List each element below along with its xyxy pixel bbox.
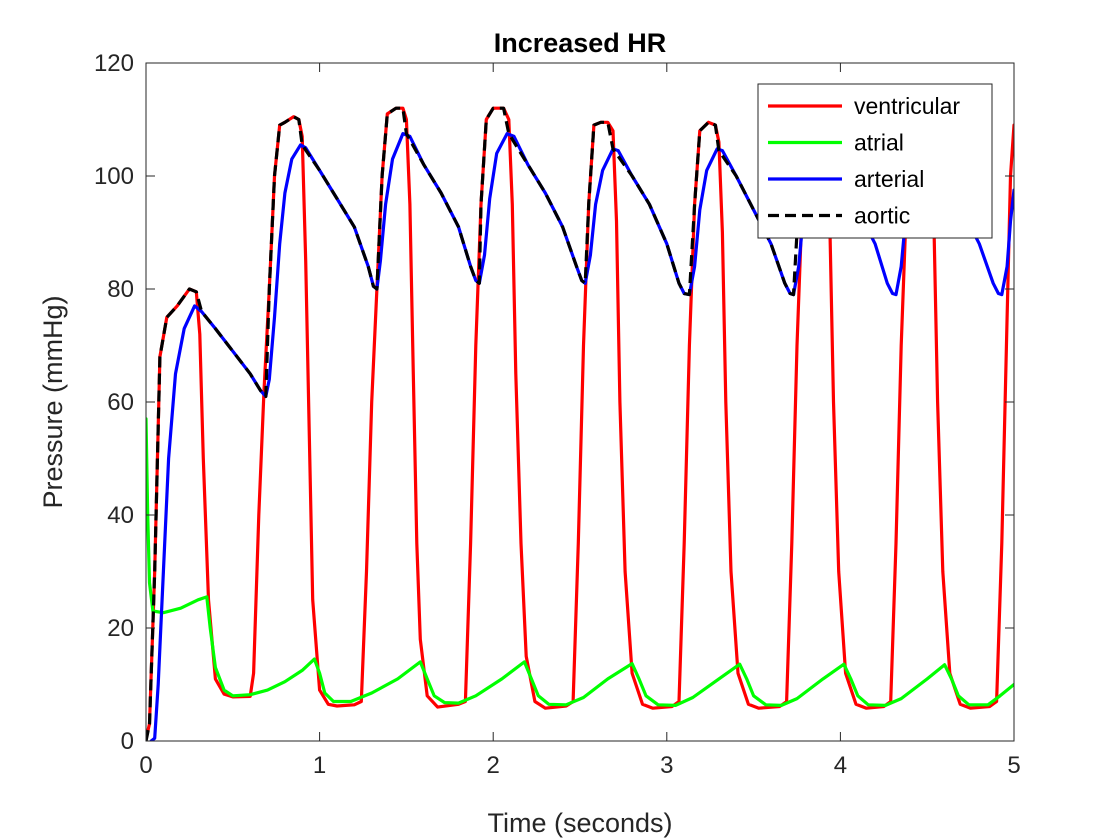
series-layer — [146, 106, 1014, 741]
y-tick-label: 80 — [107, 276, 134, 303]
y-tick-label: 120 — [94, 50, 134, 77]
legend-label-aortic: aortic — [854, 203, 910, 229]
series-line-aortic — [146, 106, 799, 741]
y-tick-label: 40 — [107, 502, 134, 529]
x-tick-label: 4 — [834, 752, 847, 779]
legend-label-atrial: atrial — [854, 130, 904, 156]
x-tick-label: 0 — [139, 752, 152, 779]
legend: ventricular atrial arterial aortic — [757, 83, 993, 239]
legend-label-ventricular: ventricular — [854, 93, 960, 119]
y-tick-label: 100 — [94, 163, 134, 190]
y-tick-label: 0 — [121, 728, 134, 755]
legend-label-arterial: arterial — [854, 166, 924, 192]
chart-title: Increased HR — [494, 28, 667, 58]
x-tick-label: 1 — [313, 752, 326, 779]
legend-box — [757, 83, 993, 239]
y-axis-title: Pressure (mmHg) — [38, 295, 68, 508]
x-tick-label: 2 — [487, 752, 500, 779]
x-axis-title: Time (seconds) — [487, 808, 672, 838]
series-line-atrial — [146, 417, 1014, 707]
y-tick-label: 20 — [107, 615, 134, 642]
y-tick-label: 60 — [107, 389, 134, 416]
tick-layer: 0 1 2 3 4 5 0 20 40 60 80 100 120 — [94, 50, 1021, 779]
x-tick-label: 5 — [1007, 752, 1020, 779]
x-tick-label: 3 — [660, 752, 673, 779]
